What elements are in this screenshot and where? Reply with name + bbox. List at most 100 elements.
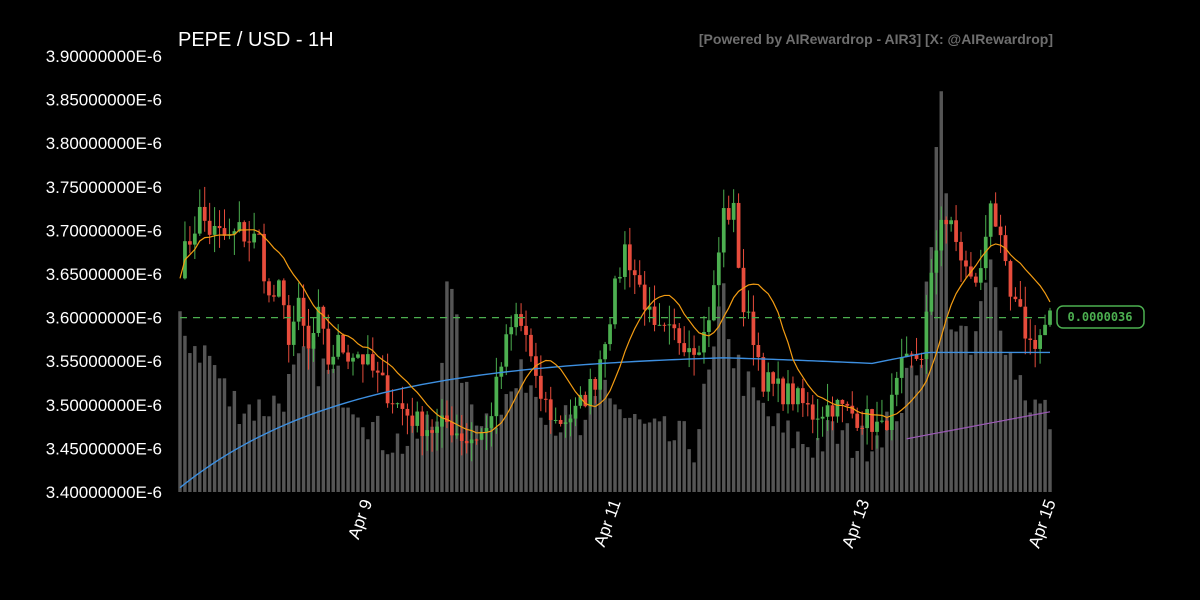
y-tick-label: 3.60000000E-6 [46, 309, 162, 328]
candle-body [830, 405, 835, 417]
moving-average-extra-line [906, 411, 1051, 440]
candle-body [370, 354, 375, 371]
volume-bar [573, 418, 578, 492]
candle-body [454, 433, 459, 436]
candle-body [652, 306, 657, 325]
candle-body [1008, 261, 1013, 297]
candle-body [929, 272, 934, 312]
volume-bar [682, 421, 686, 492]
volume-bar [282, 411, 286, 492]
current-price-badge-box [1056, 305, 1145, 329]
volume-bar [707, 369, 711, 492]
candle-body [380, 372, 385, 376]
candle-body [978, 268, 983, 283]
candle-body [573, 405, 578, 419]
candle-body [702, 331, 706, 353]
candle-body [469, 439, 474, 444]
candle-body [998, 226, 1003, 236]
candle-body [296, 297, 301, 322]
volume-bar [484, 413, 489, 492]
candle-body [766, 372, 771, 392]
candle-body [365, 354, 370, 365]
x-tick-label: Apr 13 [838, 497, 873, 551]
volume-bar [988, 259, 993, 492]
volume-bar [242, 413, 246, 492]
candle-body [281, 280, 286, 306]
candle-body [212, 225, 217, 235]
candle-body [420, 411, 425, 437]
volume-bar [835, 443, 840, 492]
candle-body [662, 324, 667, 326]
volume-bar [875, 435, 879, 492]
candle-body [272, 295, 276, 297]
volume-bar [445, 281, 449, 492]
candle-body [667, 324, 672, 326]
volume-bar [544, 424, 548, 492]
candle-body [687, 348, 692, 353]
candle-body [988, 203, 993, 237]
candle-body [618, 276, 622, 279]
volume-bar [504, 394, 508, 492]
volume-bar [1028, 412, 1032, 492]
volume-bar [524, 392, 528, 492]
candle-body [1043, 324, 1047, 336]
candle-body [242, 222, 247, 242]
volume-bar [1048, 429, 1052, 492]
candle-body [865, 409, 869, 429]
volume-bar [722, 283, 726, 492]
volume-bar [845, 423, 850, 492]
candle-body [346, 352, 350, 362]
candle-body [909, 353, 914, 355]
candle-body [464, 440, 469, 444]
candle-body [232, 231, 237, 235]
candle-body [954, 220, 958, 242]
candle-body [697, 352, 701, 355]
volume-bar [969, 354, 973, 492]
volume-bar [672, 440, 677, 492]
volume-bar [613, 404, 617, 492]
volume-bar [954, 331, 958, 492]
candle-body [736, 202, 741, 268]
candle-body [558, 419, 563, 424]
candle-body [623, 244, 627, 277]
candle-body [647, 306, 652, 310]
candle-body [840, 399, 845, 404]
volume-bar [272, 395, 276, 492]
volume-bar [558, 432, 563, 492]
candle-body [825, 405, 830, 417]
volume-bar [786, 420, 790, 492]
volume-bar [395, 433, 400, 492]
candle-body [252, 233, 257, 243]
volume-bar [647, 422, 652, 492]
candle-body [880, 420, 884, 422]
volume-bar [984, 282, 988, 492]
candle-body [440, 415, 444, 427]
volume-bar [791, 448, 795, 492]
volume-bar [667, 441, 672, 492]
volume-bar [361, 427, 365, 492]
candle-body [588, 379, 593, 407]
volume-bar [825, 420, 830, 492]
candle-body [197, 206, 202, 234]
volume-bar [712, 346, 716, 492]
volume-bar [914, 375, 919, 492]
volume-bar [885, 411, 889, 492]
candle-body [791, 383, 795, 405]
volume-bar [380, 450, 385, 492]
candle-body [914, 354, 919, 359]
candle-body [924, 311, 929, 360]
volume-bar [652, 418, 657, 492]
candle-body [959, 241, 963, 261]
volume-bar [1018, 375, 1023, 492]
candle-body [578, 394, 583, 406]
candle-body [543, 398, 548, 400]
candle-body [642, 284, 647, 310]
candle-body [776, 378, 780, 384]
candle-body [553, 419, 558, 421]
candle-body [899, 357, 904, 378]
volume-bar [998, 330, 1003, 492]
candle-body [192, 233, 197, 245]
volume-bar [346, 407, 350, 492]
candle-body [593, 379, 598, 390]
